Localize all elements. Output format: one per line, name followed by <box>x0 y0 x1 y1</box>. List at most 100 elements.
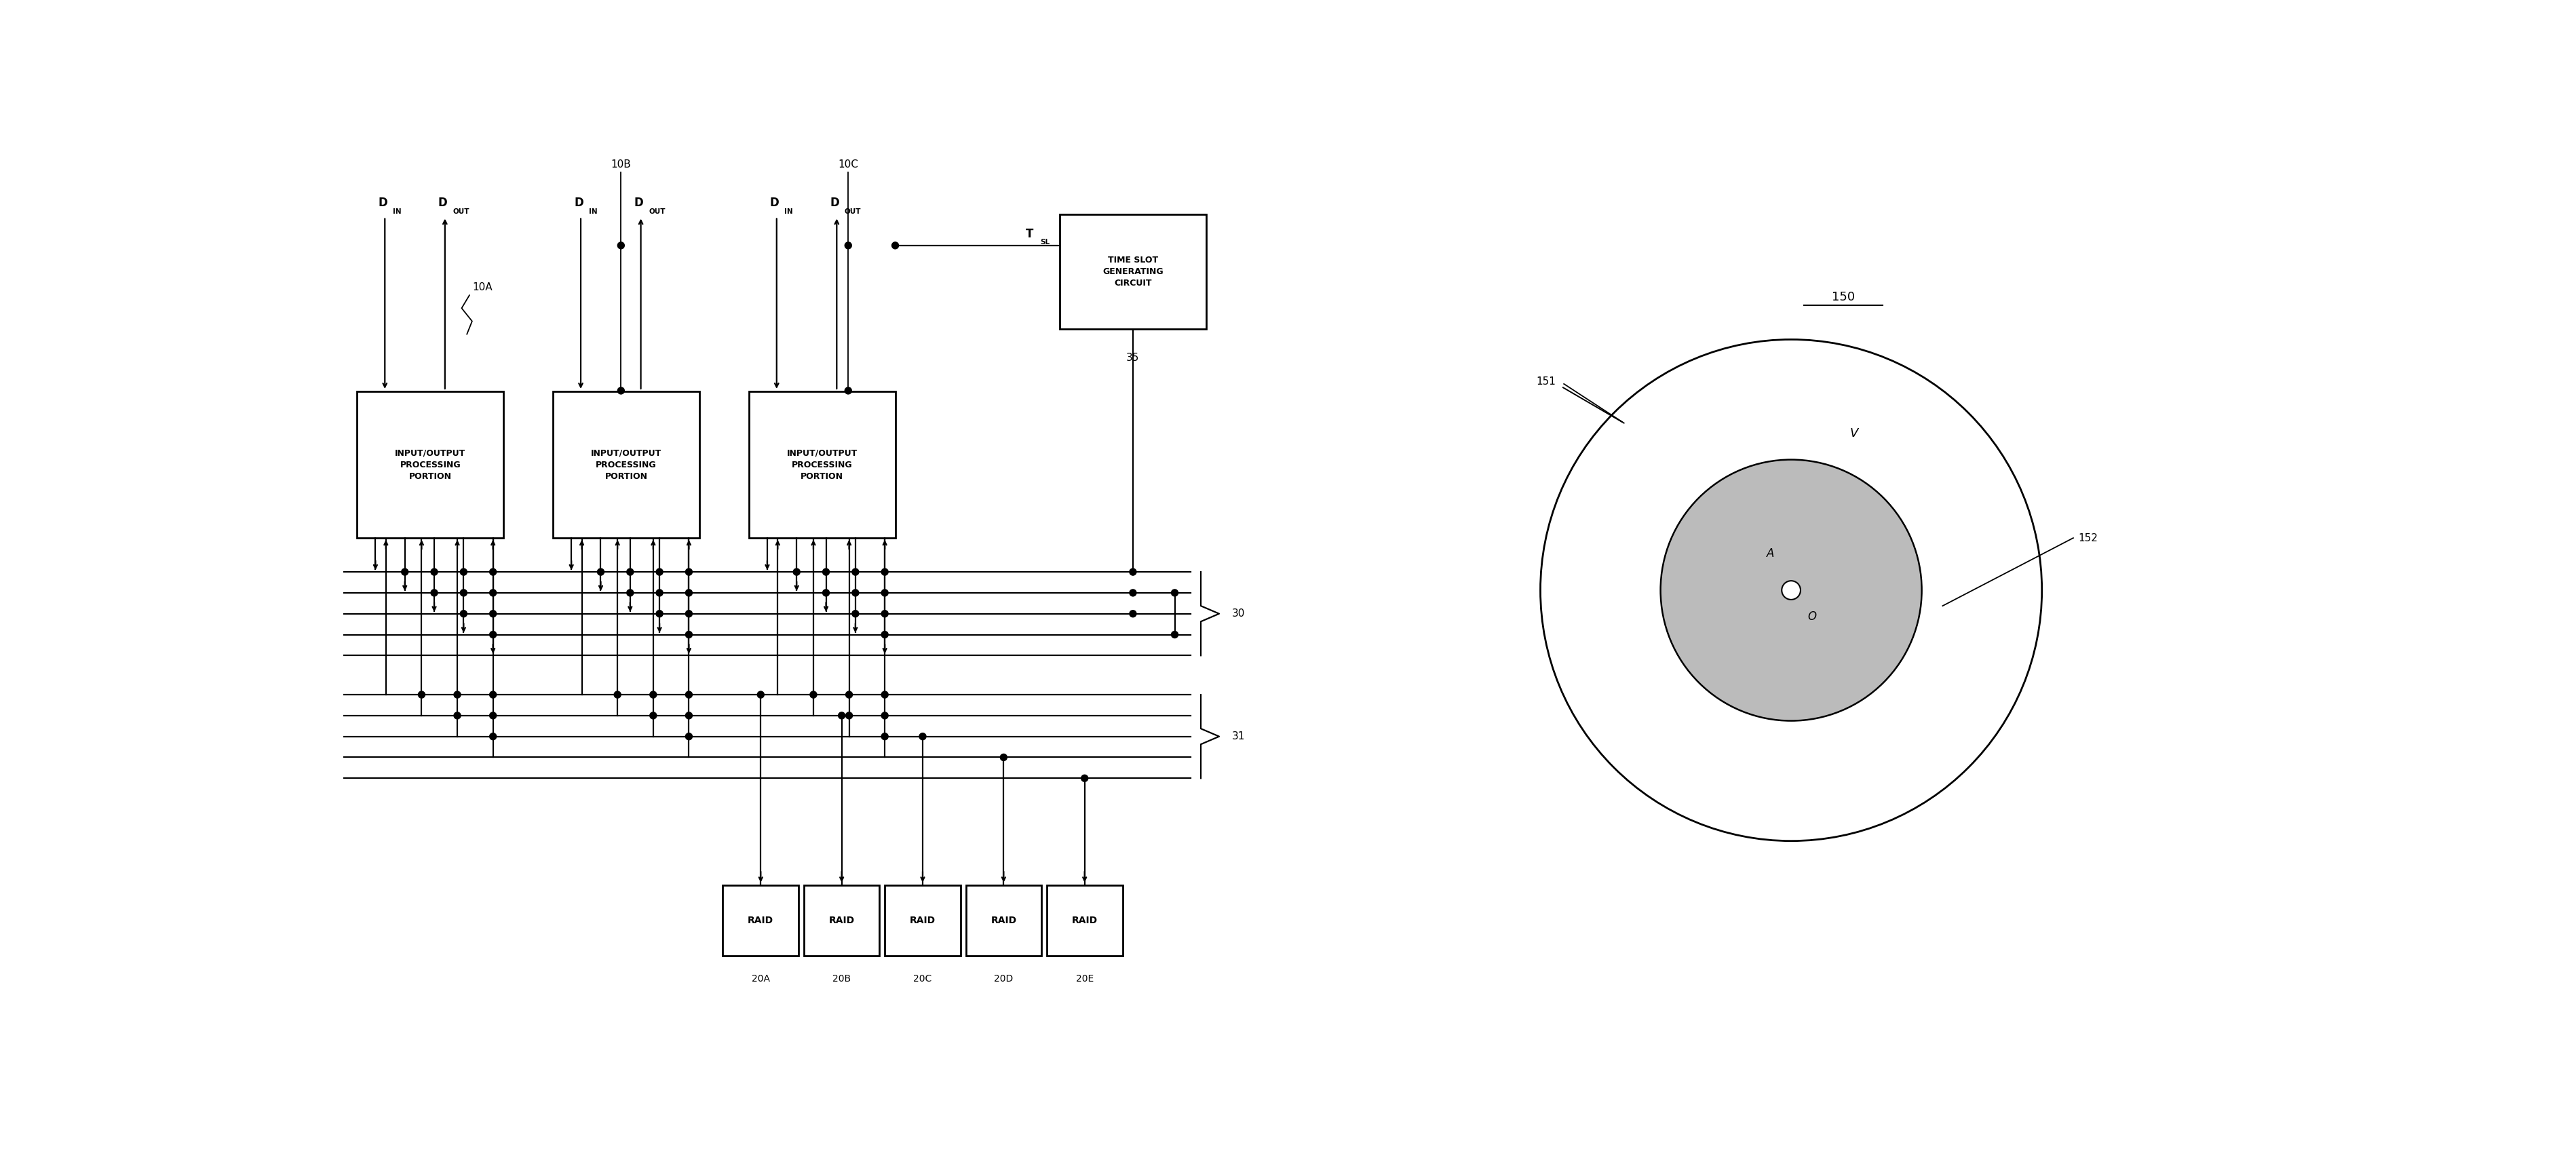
Circle shape <box>793 568 801 575</box>
Circle shape <box>461 610 466 617</box>
Text: 151: 151 <box>1535 376 1556 386</box>
Circle shape <box>881 631 889 638</box>
Circle shape <box>618 387 623 394</box>
Text: RAID: RAID <box>747 916 773 925</box>
Circle shape <box>402 568 407 575</box>
Circle shape <box>891 242 899 249</box>
Circle shape <box>489 733 497 740</box>
Text: 10A: 10A <box>471 282 492 293</box>
Circle shape <box>1540 339 2043 841</box>
Bar <box>358 392 502 538</box>
Text: OUT: OUT <box>453 208 469 215</box>
Circle shape <box>598 568 605 575</box>
Bar <box>750 392 896 538</box>
Circle shape <box>853 589 858 596</box>
Circle shape <box>613 691 621 698</box>
Text: RAID: RAID <box>909 916 935 925</box>
Circle shape <box>489 568 497 575</box>
Circle shape <box>881 589 889 596</box>
Text: T: T <box>1025 228 1033 241</box>
Bar <box>884 885 961 956</box>
Circle shape <box>1082 775 1087 782</box>
Bar <box>1059 214 1206 329</box>
Circle shape <box>685 589 693 596</box>
Text: TIME SLOT
GENERATING
CIRCUIT: TIME SLOT GENERATING CIRCUIT <box>1103 256 1164 287</box>
Text: SL: SL <box>1041 238 1051 245</box>
Text: 10B: 10B <box>611 159 631 170</box>
Text: A: A <box>1767 547 1775 560</box>
Circle shape <box>685 733 693 740</box>
Text: IN: IN <box>587 208 598 215</box>
Bar <box>724 885 799 956</box>
Circle shape <box>822 568 829 575</box>
Text: 10C: 10C <box>837 159 858 170</box>
Circle shape <box>881 568 889 575</box>
Bar <box>804 885 878 956</box>
Text: 31: 31 <box>1231 731 1244 741</box>
Circle shape <box>881 691 889 698</box>
Text: 35: 35 <box>1126 352 1139 363</box>
Circle shape <box>685 610 693 617</box>
Circle shape <box>853 610 858 617</box>
Circle shape <box>853 568 858 575</box>
Text: 20B: 20B <box>832 974 850 983</box>
Text: D: D <box>770 196 778 209</box>
Text: 150: 150 <box>1832 290 1855 303</box>
Circle shape <box>489 631 497 638</box>
Circle shape <box>837 712 845 719</box>
Circle shape <box>685 691 693 698</box>
Circle shape <box>1662 460 1922 720</box>
Circle shape <box>430 568 438 575</box>
Text: RAID: RAID <box>829 916 855 925</box>
Text: 30: 30 <box>1231 609 1244 619</box>
Text: INPUT/OUTPUT
PROCESSING
PORTION: INPUT/OUTPUT PROCESSING PORTION <box>786 449 858 481</box>
Circle shape <box>881 733 889 740</box>
Circle shape <box>618 242 623 249</box>
Circle shape <box>657 589 662 596</box>
Circle shape <box>685 631 693 638</box>
Circle shape <box>657 568 662 575</box>
Circle shape <box>649 691 657 698</box>
Circle shape <box>461 589 466 596</box>
Text: INPUT/OUTPUT
PROCESSING
PORTION: INPUT/OUTPUT PROCESSING PORTION <box>394 449 466 481</box>
Circle shape <box>920 733 925 740</box>
Text: V: V <box>1850 428 1857 439</box>
Circle shape <box>489 691 497 698</box>
Text: D: D <box>634 196 644 209</box>
Text: 20C: 20C <box>914 974 933 983</box>
Circle shape <box>1172 589 1177 596</box>
Bar <box>554 392 698 538</box>
Circle shape <box>489 712 497 719</box>
Circle shape <box>1128 568 1136 575</box>
Text: INPUT/OUTPUT
PROCESSING
PORTION: INPUT/OUTPUT PROCESSING PORTION <box>590 449 662 481</box>
Circle shape <box>845 242 853 249</box>
Circle shape <box>685 568 693 575</box>
Circle shape <box>845 712 853 719</box>
Circle shape <box>757 691 765 698</box>
Circle shape <box>1783 581 1801 600</box>
Bar <box>966 885 1041 956</box>
Text: O: O <box>1808 610 1816 623</box>
Circle shape <box>845 691 853 698</box>
Circle shape <box>999 754 1007 761</box>
Circle shape <box>822 589 829 596</box>
Circle shape <box>626 589 634 596</box>
Circle shape <box>881 712 889 719</box>
Circle shape <box>881 610 889 617</box>
Text: RAID: RAID <box>992 916 1018 925</box>
Text: 20A: 20A <box>752 974 770 983</box>
Circle shape <box>685 712 693 719</box>
Text: OUT: OUT <box>845 208 860 215</box>
Text: D: D <box>829 196 840 209</box>
Text: D: D <box>574 196 582 209</box>
Circle shape <box>489 589 497 596</box>
Circle shape <box>489 610 497 617</box>
Circle shape <box>1128 589 1136 596</box>
Circle shape <box>453 712 461 719</box>
Circle shape <box>430 589 438 596</box>
Circle shape <box>845 387 853 394</box>
Circle shape <box>1128 610 1136 617</box>
Circle shape <box>649 712 657 719</box>
Text: 20D: 20D <box>994 974 1012 983</box>
Text: IN: IN <box>786 208 793 215</box>
